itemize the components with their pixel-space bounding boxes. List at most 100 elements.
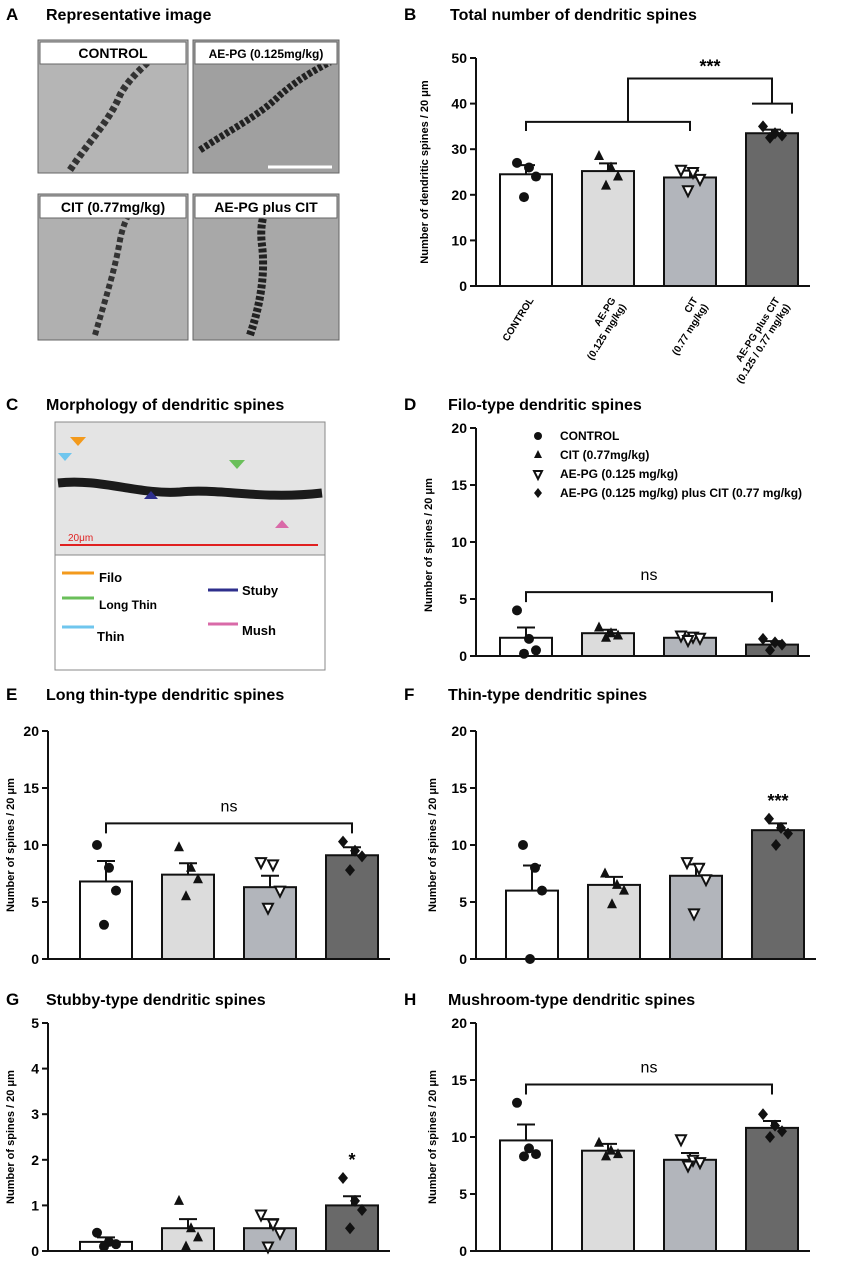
data-point-aepg — [601, 1150, 611, 1161]
data-point-control — [92, 1227, 102, 1238]
data-point-combo — [776, 821, 786, 834]
y-tick-label: 2 — [31, 1152, 39, 1168]
data-point-aepg — [594, 1136, 604, 1147]
data-point-aepg — [181, 1240, 191, 1251]
long-thin-arrow — [229, 460, 245, 469]
bar-aepg — [587, 883, 641, 961]
panel-letter: D — [404, 395, 416, 414]
panel-letter: E — [6, 685, 17, 704]
x-category-line: CONTROL — [501, 296, 537, 344]
data-point-cit — [680, 857, 694, 871]
morph-legend-thin: Thin — [62, 625, 124, 644]
ns-bracket — [105, 822, 353, 834]
data-point-control — [524, 162, 534, 173]
bar-cit — [663, 176, 717, 287]
y-tick-label: 1 — [31, 1197, 39, 1213]
bar-control — [499, 173, 553, 287]
morph-legend-stubby-label: Stuby — [242, 583, 279, 598]
chart-title: Total number of dendritic spines — [450, 7, 697, 24]
data-point-combo — [345, 864, 355, 877]
data-point-cit — [699, 874, 713, 888]
y-tick-label: 5 — [31, 1015, 39, 1031]
filo-arrow — [70, 437, 86, 446]
photo-combo: AE-PG plus CIT — [192, 193, 340, 341]
significance-label: ns — [641, 1060, 658, 1077]
data-point-combo — [777, 1125, 787, 1138]
bar-cit — [663, 1158, 717, 1253]
data-point-aepg — [601, 631, 611, 642]
y-tick-label: 0 — [31, 1243, 39, 1259]
y-tick-label: 0 — [459, 278, 467, 294]
bracket-connector — [627, 77, 773, 122]
y-tick-label: 0 — [31, 951, 39, 967]
data-point-cit — [273, 1227, 287, 1241]
data-point-aepg — [606, 161, 616, 172]
data-point-cit — [686, 167, 700, 181]
y-tick-label: 40 — [451, 96, 467, 112]
data-point-combo — [357, 1203, 367, 1216]
morph-legend-thin-label: Thin — [97, 629, 124, 644]
data-point-control — [524, 633, 534, 644]
data-point-cit — [266, 859, 280, 873]
significance-label: ns — [221, 798, 238, 815]
morph-legend-long-thin-label: Long Thin — [99, 598, 157, 612]
data-point-cit — [693, 1157, 707, 1171]
data-point-cit — [692, 862, 706, 877]
legend-label-aepg: CIT (0.77mg/kg) — [560, 448, 649, 462]
data-point-control — [530, 862, 540, 873]
data-point-cit — [674, 1134, 688, 1148]
data-point-cit — [681, 635, 695, 649]
y-tick-label: 20 — [451, 187, 467, 203]
panel-c: C Morphology of dendritic spines 20μm Fi… — [6, 395, 326, 671]
photo-aepg: AE-PG (0.125mg/kg) 10 μm — [192, 39, 340, 186]
data-point-combo — [777, 129, 787, 142]
chart-title: Mushroom-type dendritic spines — [448, 992, 695, 1009]
chart-h: H Mushroom-type dendritic spines 0 5 10 15 20 N… — [404, 990, 810, 1259]
y-tick-label: 0 — [459, 951, 467, 967]
data-point-cit — [266, 1218, 280, 1232]
legend-label-cit: AE-PG (0.125 mg/kg) — [560, 467, 678, 481]
scale-20um-label: 20μm — [68, 533, 93, 544]
data-point-control — [531, 171, 541, 182]
significance-label: * — [348, 1150, 355, 1170]
data-point-cit — [681, 1160, 695, 1174]
bracket-right-group — [752, 102, 793, 114]
data-point-aepg — [619, 884, 629, 895]
scale-bar-label: 10 μm — [281, 171, 319, 186]
photo-label-cit: CIT (0.77mg/kg) — [61, 199, 165, 215]
data-point-control — [518, 840, 528, 850]
chart-title: Filo-type dendritic spines — [448, 397, 642, 414]
data-point-combo — [765, 644, 775, 657]
data-point-combo — [758, 120, 768, 133]
data-point-aepg — [174, 1194, 184, 1205]
y-tick-label: 10 — [451, 1129, 467, 1145]
dendrite — [57, 477, 323, 500]
bar-combo — [745, 132, 799, 287]
y-axis-label: Number of spines / 20 μm — [423, 478, 435, 612]
y-tick-label: 0 — [459, 648, 467, 664]
data-point-aepg — [613, 1148, 623, 1159]
data-point-aepg — [613, 170, 623, 181]
morph-legend-filo: Filo — [62, 570, 122, 585]
data-point-combo — [758, 1108, 768, 1121]
panel-letter: B — [404, 5, 416, 24]
data-point-control — [519, 1151, 529, 1162]
morph-legend-filo-label: Filo — [99, 570, 122, 585]
data-point-cit — [261, 902, 275, 916]
data-point-aepg — [613, 629, 623, 640]
y-tick-label: 30 — [451, 141, 467, 157]
data-point-cit — [681, 185, 695, 199]
data-point-aepg — [174, 841, 184, 852]
data-point-control — [519, 648, 529, 659]
legend-marker-control — [534, 432, 542, 440]
data-point-control — [99, 919, 109, 930]
data-point-aepg — [186, 1222, 196, 1233]
significance-label: *** — [699, 57, 720, 77]
data-point-cit — [261, 1241, 275, 1255]
panel-letter: H — [404, 990, 416, 1009]
morph-legend-mush-label: Mush — [242, 623, 276, 638]
data-point-combo — [770, 636, 780, 649]
data-point-cit — [674, 164, 688, 178]
y-tick-label: 0 — [459, 1243, 467, 1259]
